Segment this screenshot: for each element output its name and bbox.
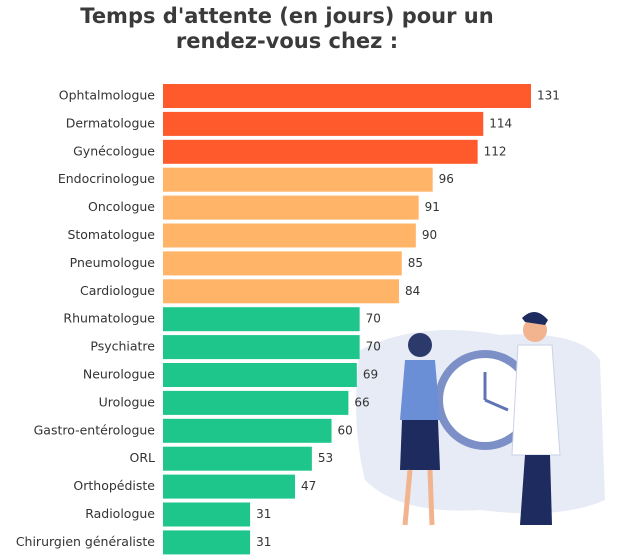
category-label: Rhumatologue bbox=[63, 311, 155, 326]
value-label: 69 bbox=[363, 368, 378, 382]
category-label: ORL bbox=[130, 450, 156, 465]
bar bbox=[163, 195, 419, 220]
value-label: 53 bbox=[318, 451, 333, 465]
value-label: 91 bbox=[425, 200, 440, 214]
category-label: Neurologue bbox=[83, 367, 155, 382]
category-label: Orthopédiste bbox=[73, 478, 155, 493]
category-label: Radiologue bbox=[85, 506, 155, 521]
category-label: Ophtalmologue bbox=[59, 88, 156, 103]
bar bbox=[163, 446, 312, 471]
value-label: 31 bbox=[256, 507, 271, 521]
category-label: Stomatologue bbox=[67, 227, 155, 242]
category-label: Dermatologue bbox=[66, 115, 156, 130]
bar bbox=[163, 139, 478, 164]
bar bbox=[163, 390, 349, 415]
bar bbox=[163, 279, 399, 304]
bar bbox=[163, 474, 296, 499]
category-label: Cardiologue bbox=[80, 283, 155, 298]
bar bbox=[163, 530, 251, 555]
bar bbox=[163, 223, 416, 248]
bar bbox=[163, 335, 360, 360]
category-label: Psychiatre bbox=[90, 339, 155, 354]
category-label: Gastro-entérologue bbox=[34, 422, 156, 437]
value-label: 31 bbox=[256, 535, 271, 549]
bar bbox=[163, 251, 402, 276]
value-label: 96 bbox=[439, 172, 454, 186]
value-label: 47 bbox=[301, 479, 316, 493]
value-label: 60 bbox=[338, 423, 353, 437]
bar bbox=[163, 418, 332, 443]
value-label: 84 bbox=[405, 284, 420, 298]
category-label: Oncologue bbox=[88, 199, 155, 214]
chart-title: Temps d'attente (en jours) pour un rendez… bbox=[80, 4, 493, 53]
value-label: 70 bbox=[366, 312, 381, 326]
category-label: Chirurgien généraliste bbox=[16, 534, 155, 549]
value-label: 66 bbox=[354, 395, 369, 409]
category-label: Endocrinologue bbox=[58, 171, 155, 186]
category-label: Gynécologue bbox=[73, 143, 155, 158]
bar bbox=[163, 167, 433, 192]
bar bbox=[163, 502, 251, 527]
value-label: 70 bbox=[366, 340, 381, 354]
bar bbox=[163, 307, 360, 332]
bar bbox=[163, 84, 531, 108]
category-label: Urologue bbox=[99, 394, 156, 409]
bar bbox=[163, 111, 484, 136]
illustration bbox=[356, 311, 605, 526]
value-label: 114 bbox=[489, 116, 512, 130]
bar bbox=[163, 363, 357, 387]
value-label: 90 bbox=[422, 228, 437, 242]
value-label: 85 bbox=[408, 256, 423, 270]
value-label: 112 bbox=[484, 144, 507, 158]
value-label: 131 bbox=[537, 89, 560, 103]
category-label: Pneumologue bbox=[70, 255, 156, 270]
